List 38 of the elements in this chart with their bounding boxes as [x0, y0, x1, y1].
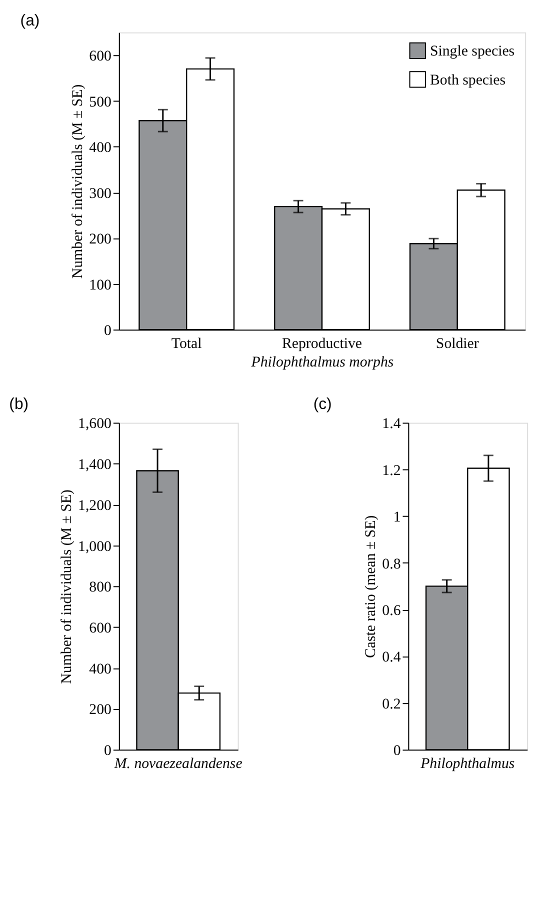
y-tick-label: 600	[89, 620, 112, 636]
chart-title: (b)	[9, 396, 29, 413]
y-axis-title: Caste ratio (mean ± SE)	[363, 515, 380, 658]
y-tick-label: 1,000	[78, 538, 112, 555]
y-tick-label: 1.2	[382, 462, 401, 479]
y-tick-label: 0	[104, 323, 112, 340]
chart-title: (a)	[20, 12, 40, 30]
y-tick-label: 100	[89, 277, 112, 294]
x-axis-title: Philophthalmus morphs	[250, 354, 394, 371]
y-tick-label: 300	[89, 186, 112, 202]
y-tick-label: 600	[89, 48, 112, 65]
y-tick-label: 0.8	[382, 556, 401, 572]
y-tick-label: 1,200	[78, 498, 112, 514]
y-tick-label: 0.4	[382, 650, 402, 666]
y-tick-label: 800	[89, 580, 112, 596]
legend-label: Both species	[430, 72, 506, 88]
y-tick-label: 400	[89, 140, 112, 156]
y-tick-label: 500	[89, 94, 112, 110]
x-tick-label: M. novaezealandense	[113, 756, 243, 772]
y-tick-label: 1,600	[78, 416, 112, 432]
y-tick-label: 0	[393, 743, 401, 760]
x-tick-label: Reproductive	[282, 336, 362, 352]
x-tick-label: Soldier	[436, 336, 479, 352]
y-tick-label: 0.6	[382, 602, 401, 619]
x-tick-label: Philophthalmus	[420, 756, 515, 772]
y-tick-label: 1.4	[382, 416, 402, 432]
y-tick-label: 0.2	[382, 696, 401, 712]
y-tick-label: 1,400	[78, 457, 112, 474]
y-axis-title: Number of individuals (M ± SE)	[59, 489, 76, 684]
y-axis-title: Number of individuals (M ± SE)	[70, 84, 86, 279]
legend-label: Single species	[430, 44, 515, 60]
y-tick-label: 1	[393, 510, 401, 526]
y-tick-label: 400	[89, 661, 112, 678]
chart-title: (c)	[313, 396, 332, 413]
y-tick-label: 200	[89, 702, 112, 718]
y-tick-label: 200	[89, 232, 112, 248]
x-tick-label: Total	[171, 336, 202, 352]
y-tick-label: 0	[104, 743, 112, 760]
